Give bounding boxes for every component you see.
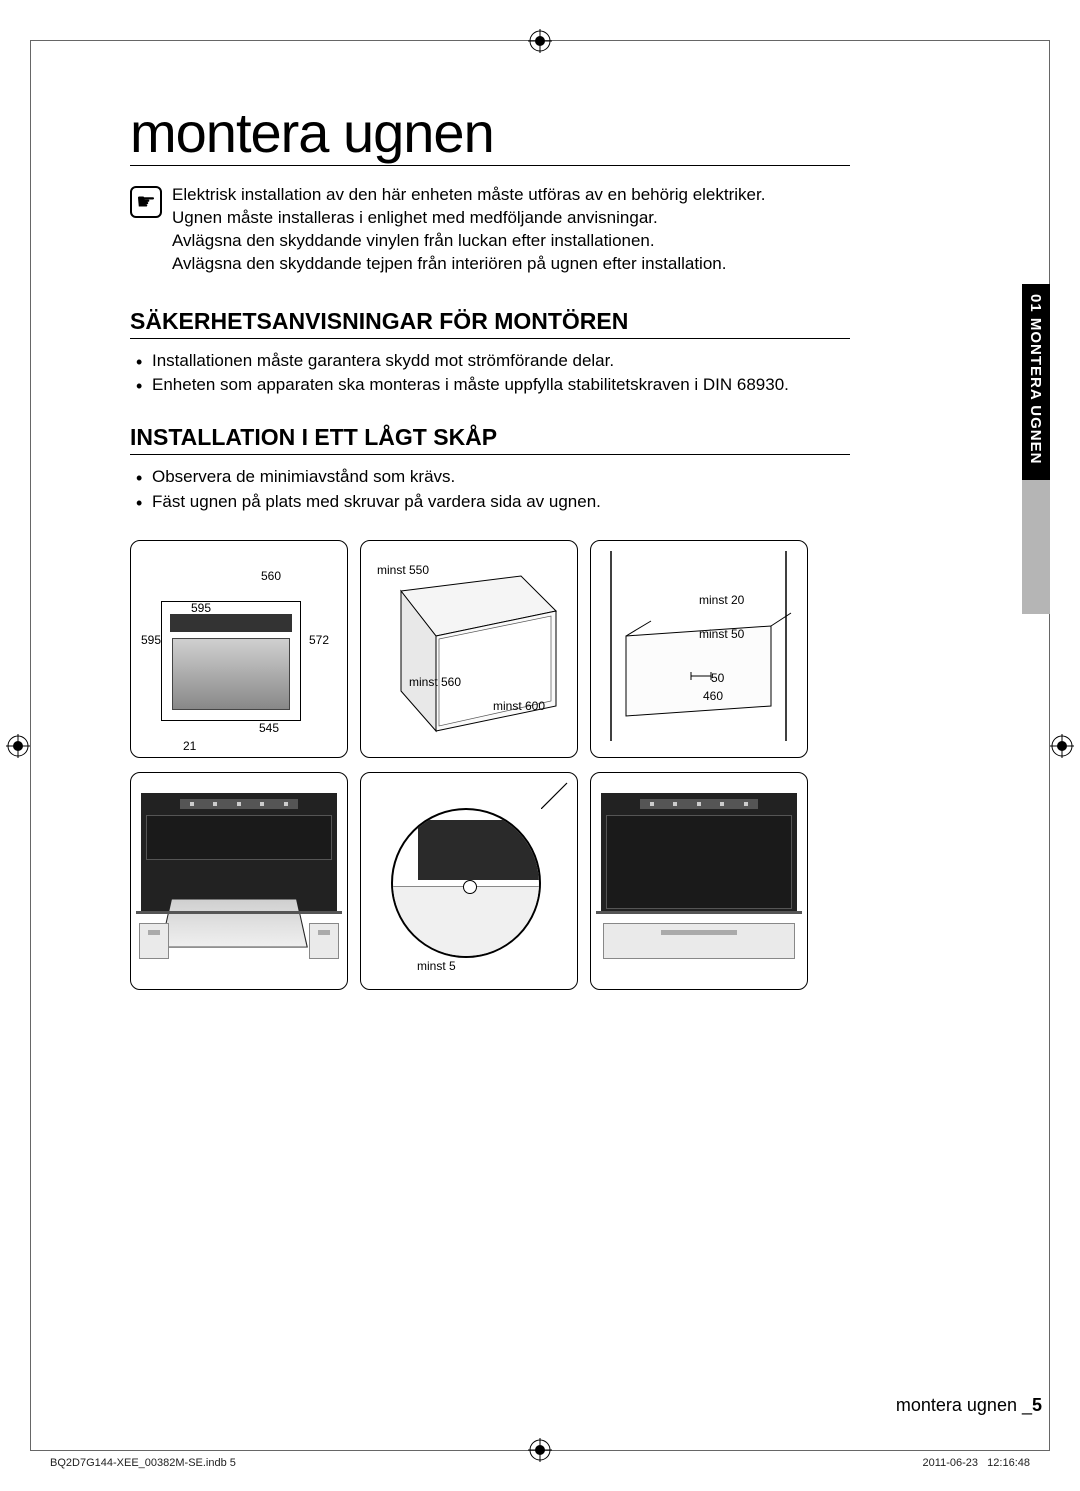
diagram-screw-detail: minst 5 — [360, 772, 578, 990]
list-item: Fäst ugnen på plats med skruvar på varde… — [130, 490, 850, 515]
dimension-label: minst 550 — [377, 563, 429, 577]
section-heading-safety: SÄKERHETSANVISNINGAR FÖR MONTÖREN — [130, 308, 850, 339]
footer-time: 12:16:48 — [987, 1457, 1030, 1469]
diagram-oven-dimensions: 560 595 595 572 545 21 — [130, 540, 348, 758]
intro-block: ☛ Elektrisk installation av den här enhe… — [130, 184, 850, 276]
dimension-label: 21 — [183, 739, 196, 753]
footer-page-number: 5 — [1032, 1395, 1042, 1415]
list-item: Installationen måste garantera skydd mot… — [130, 349, 850, 374]
dimension-label: minst 5 — [417, 959, 456, 973]
installation-bullets: Observera de minimiavstånd som krävs. Fä… — [130, 465, 850, 514]
footer-page-label: montera ugnen _5 — [0, 1395, 1042, 1416]
footer-date: 2011-06-23 — [923, 1457, 978, 1469]
diagram-clearance-dimensions: minst 20 minst 50 50 460 — [590, 540, 808, 758]
pointer-note-icon: ☛ — [130, 186, 162, 218]
safety-bullets: Installationen måste garantera skydd mot… — [130, 349, 850, 398]
intro-line: Avlägsna den skyddande vinylen från luck… — [172, 230, 765, 253]
intro-text: Elektrisk installation av den här enhete… — [172, 184, 765, 276]
dimension-label: 560 — [261, 569, 281, 583]
diagram-row-dimensions: 560 595 595 572 545 21 minst 550 minst 5… — [130, 540, 850, 758]
dimension-label: 595 — [191, 601, 211, 615]
dimension-label: 572 — [309, 633, 329, 647]
intro-line: Elektrisk installation av den här enhete… — [172, 184, 765, 207]
footer-section-name: montera ugnen _ — [896, 1395, 1032, 1415]
dimension-label: 545 — [259, 721, 279, 735]
diagram-row-installation: minst 5 — [130, 772, 850, 990]
diagram-oven-installed-closed — [590, 772, 808, 990]
registration-mark-icon — [6, 734, 30, 758]
list-item: Observera de minimiavstånd som krävs. — [130, 465, 850, 490]
dimension-label: minst 560 — [409, 675, 461, 689]
footer-doc-id: BQ2D7G144-XEE_00382M-SE.indb 5 — [50, 1457, 236, 1469]
section-tab: 01 MONTERA UGNEN — [1022, 284, 1050, 614]
dimension-label: minst 50 — [699, 627, 744, 641]
dimension-label: 50 — [711, 671, 724, 685]
page-content: montera ugnen ☛ Elektrisk installation a… — [130, 100, 850, 1004]
list-item: Enheten som apparaten ska monteras i mås… — [130, 373, 850, 398]
dimension-label: 595 — [141, 633, 161, 647]
registration-mark-icon — [1050, 734, 1074, 758]
section-heading-installation: INSTALLATION I ETT LÅGT SKÅP — [130, 424, 850, 455]
footer-meta: BQ2D7G144-XEE_00382M-SE.indb 5 2011-06-2… — [50, 1457, 1030, 1469]
section-tab-label: 01 MONTERA UGNEN — [1027, 294, 1044, 464]
diagram-cabinet-dimensions: minst 550 minst 560 minst 600 — [360, 540, 578, 758]
diagram-oven-installed-open — [130, 772, 348, 990]
intro-line: Ugnen måste installeras i enlighet med m… — [172, 207, 765, 230]
dimension-label: minst 20 — [699, 593, 744, 607]
intro-line: Avlägsna den skyddande tejpen från inter… — [172, 253, 765, 276]
dimension-label: 460 — [703, 689, 723, 703]
page-title: montera ugnen — [130, 100, 850, 166]
registration-mark-icon — [528, 29, 552, 53]
dimension-label: minst 600 — [493, 699, 545, 713]
